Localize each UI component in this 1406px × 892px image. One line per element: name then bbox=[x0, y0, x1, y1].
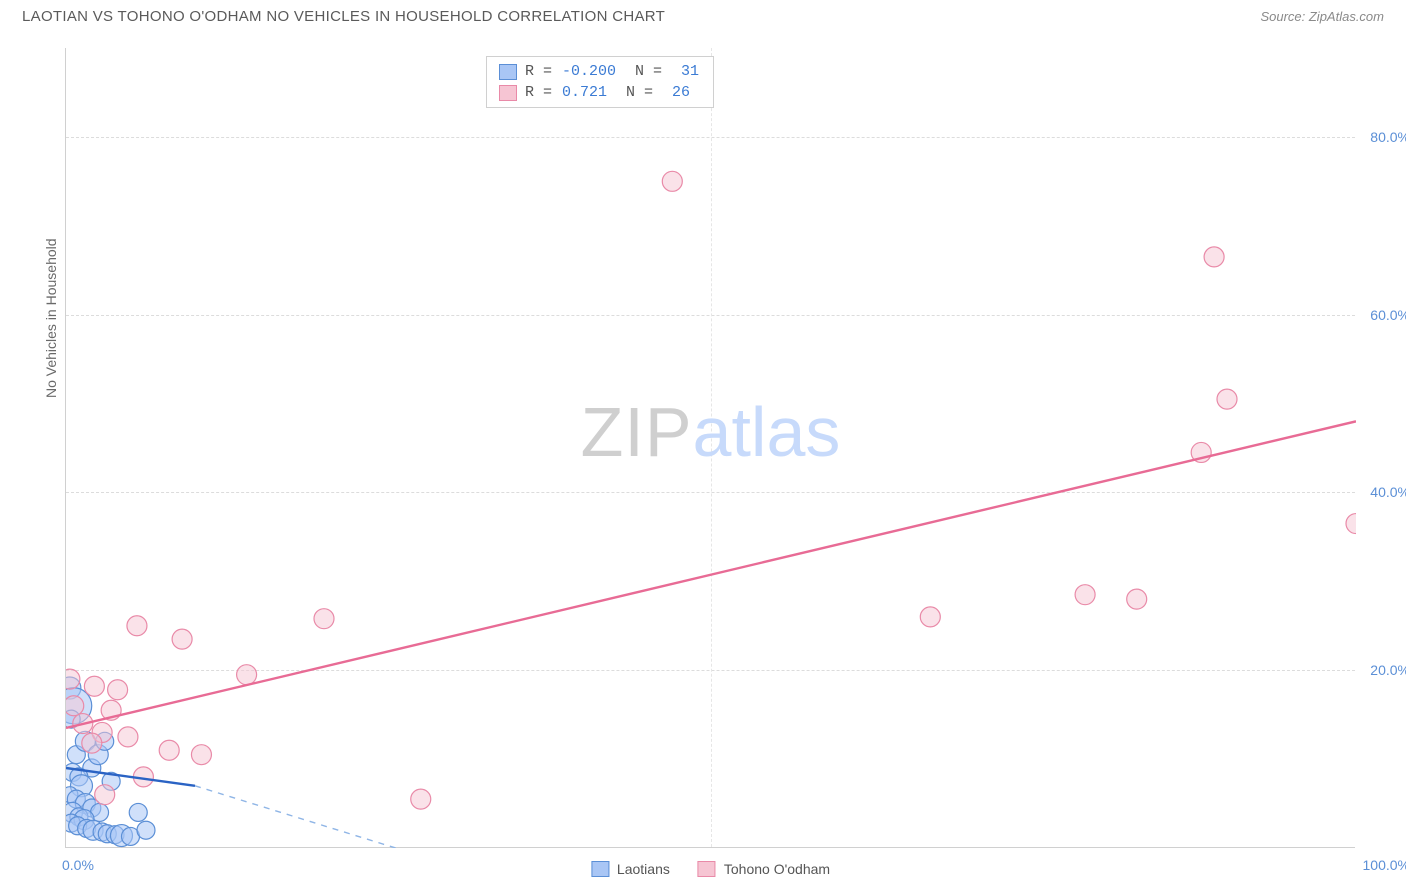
source-attribution: Source: ZipAtlas.com bbox=[1260, 9, 1384, 24]
bottom-legend: Laotians Tohono O'odham bbox=[591, 861, 830, 877]
scatter-point bbox=[137, 821, 155, 839]
scatter-point bbox=[411, 789, 431, 809]
stats-n-value: 26 bbox=[661, 84, 692, 101]
scatter-point bbox=[101, 700, 121, 720]
x-tick-label: 0.0% bbox=[62, 857, 94, 873]
y-tick-label: 80.0% bbox=[1370, 129, 1406, 145]
chart-title: LAOTIAN VS TOHONO O'ODHAM NO VEHICLES IN… bbox=[22, 8, 665, 25]
scatter-point bbox=[127, 616, 147, 636]
scatter-point bbox=[129, 803, 147, 821]
stats-r-value: 0.721 bbox=[560, 84, 609, 101]
stats-r-label: R = bbox=[525, 63, 552, 80]
source-name: ZipAtlas.com bbox=[1309, 9, 1384, 24]
plot-area: ZIPatlas R =-0.200 N = 31R = 0.721 N = 2… bbox=[65, 48, 1355, 848]
scatter-point bbox=[73, 714, 93, 734]
y-axis-label: No Vehicles in Household bbox=[43, 238, 59, 398]
stats-n-label: N = bbox=[626, 63, 662, 80]
scatter-point bbox=[191, 745, 211, 765]
stats-row: R = 0.721 N = 26 bbox=[487, 82, 713, 103]
scatter-point bbox=[1127, 589, 1147, 609]
x-tick-label: 100.0% bbox=[1363, 857, 1406, 873]
scatter-point bbox=[662, 171, 682, 191]
legend-item: Tohono O'odham bbox=[698, 861, 830, 877]
scatter-point bbox=[237, 665, 257, 685]
legend-swatch bbox=[698, 861, 716, 877]
legend-swatch bbox=[591, 861, 609, 877]
scatter-point bbox=[1217, 389, 1237, 409]
scatter-point bbox=[1191, 442, 1211, 462]
scatter-point bbox=[66, 696, 84, 716]
chart-header: LAOTIAN VS TOHONO O'ODHAM NO VEHICLES IN… bbox=[0, 0, 1406, 25]
stats-legend-box: R = -0.200 N = 31 R = 0.721 N = 26 bbox=[486, 56, 714, 108]
y-tick-label: 20.0% bbox=[1370, 662, 1406, 678]
stats-row: R = -0.200 N = 31 bbox=[487, 61, 713, 82]
y-tick-label: 40.0% bbox=[1370, 484, 1406, 500]
legend-item: Laotians bbox=[591, 861, 670, 877]
scatter-point bbox=[118, 727, 138, 747]
stats-n-value: 31 bbox=[670, 63, 701, 80]
y-tick-label: 60.0% bbox=[1370, 307, 1406, 323]
scatter-series-layer bbox=[66, 48, 1356, 848]
legend-label: Laotians bbox=[617, 861, 670, 877]
scatter-point bbox=[1346, 514, 1356, 534]
stats-r-value: -0.200 bbox=[560, 63, 618, 80]
scatter-point bbox=[314, 609, 334, 629]
legend-swatch bbox=[499, 64, 517, 80]
scatter-point bbox=[84, 676, 104, 696]
source-prefix: Source: bbox=[1260, 9, 1308, 24]
stats-r-label: R = bbox=[525, 84, 552, 101]
scatter-point bbox=[1075, 585, 1095, 605]
scatter-point bbox=[82, 733, 102, 753]
scatter-point bbox=[108, 680, 128, 700]
scatter-point bbox=[159, 740, 179, 760]
scatter-point bbox=[920, 607, 940, 627]
legend-label: Tohono O'odham bbox=[724, 861, 830, 877]
scatter-point bbox=[1204, 247, 1224, 267]
chart-container: No Vehicles in Household ZIPatlas R =-0.… bbox=[45, 48, 1355, 848]
stats-n-label: N = bbox=[617, 84, 653, 101]
scatter-point bbox=[172, 629, 192, 649]
legend-swatch bbox=[499, 85, 517, 101]
scatter-point bbox=[95, 785, 115, 805]
scatter-point bbox=[133, 767, 153, 787]
scatter-point bbox=[66, 669, 80, 689]
